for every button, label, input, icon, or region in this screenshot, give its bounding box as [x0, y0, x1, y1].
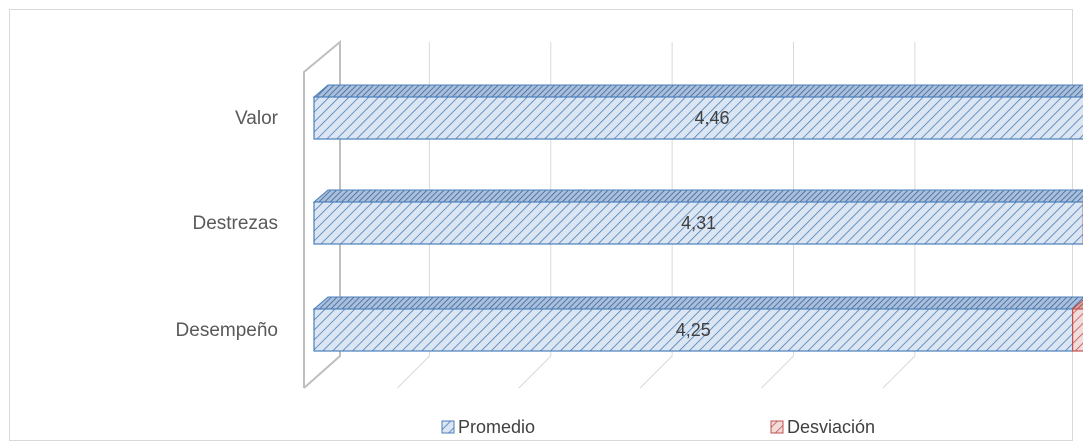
legend-label: Promedio: [458, 417, 535, 437]
category-labels: Valor Destrezas Desempeño: [176, 108, 279, 341]
bars: 4,460,494,310,554,250,51: [312, 84, 1083, 352]
category-label: Destrezas: [192, 213, 278, 234]
bar-top-desviacion: [1071, 299, 1083, 310]
legend-swatch: [441, 420, 455, 434]
bar-top-promedio: [312, 296, 1083, 310]
bar-desviacion: [1072, 308, 1083, 352]
gridline: [882, 42, 916, 389]
gridline: [518, 42, 552, 389]
axis-wall: [303, 39, 341, 389]
category-axis-wall: [303, 39, 341, 389]
data-label-promedio: 4,31: [681, 213, 716, 233]
gridline: [639, 42, 673, 389]
bar-top-promedio: [312, 189, 1083, 203]
category-label: Valor: [235, 108, 279, 129]
bar-promedio: [313, 201, 1083, 245]
data-label-promedio: 4,46: [695, 108, 730, 128]
bar-top-promedio: [312, 84, 1083, 98]
category-label: Desempeño: [176, 320, 278, 341]
bar-promedio: [313, 96, 1083, 140]
gridline: [761, 42, 795, 389]
legend-label: Desviación: [787, 417, 875, 437]
data-label-promedio: 4,25: [676, 320, 711, 340]
legend: Promedio Desviación: [441, 417, 875, 437]
gridline: [397, 42, 430, 389]
legend-swatch: [770, 420, 784, 434]
gridlines: [397, 42, 916, 389]
